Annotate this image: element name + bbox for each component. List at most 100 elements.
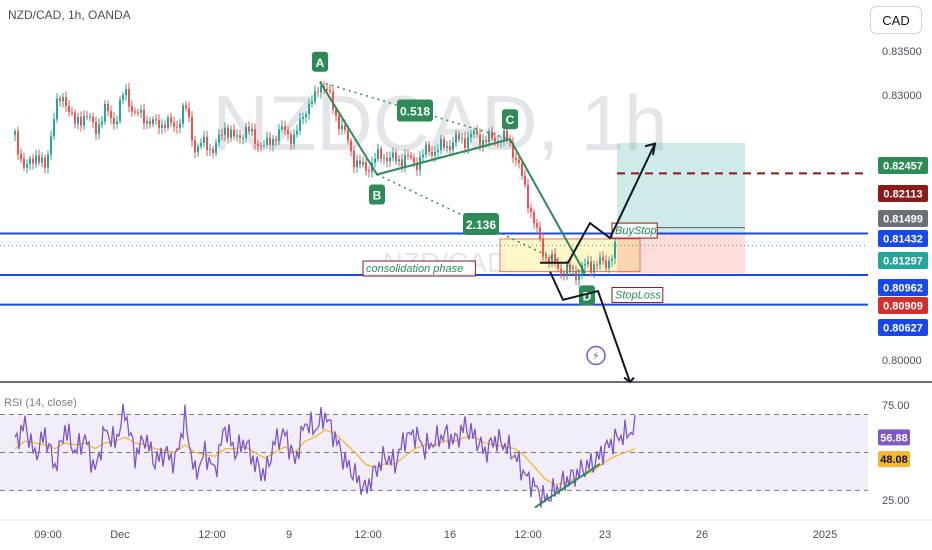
candle-body: [416, 162, 418, 170]
bearish-projection: [549, 271, 631, 383]
candle-body: [482, 139, 484, 146]
price-pane[interactable]: A B C D 0.518 2.136 consolidation phase BuyStop…: [0, 51, 868, 384]
candle-body: [443, 138, 445, 148]
pattern-point-badge: [579, 285, 595, 306]
candle-body: [470, 134, 472, 138]
candle-body: [263, 145, 265, 147]
candle-body: [527, 184, 529, 209]
candle-body: [122, 95, 124, 100]
candle-body: [383, 157, 385, 159]
ratio-label: 2.136: [466, 218, 496, 232]
candle-body: [146, 121, 148, 124]
candle-body: [191, 116, 193, 141]
bullish-arrowhead: [644, 142, 657, 156]
candle-body: [575, 270, 577, 281]
price-tick-label: 0.83500: [882, 46, 922, 58]
candle-body: [65, 97, 67, 106]
candle-body: [434, 151, 436, 156]
candle-body: [125, 89, 127, 96]
candle-body: [566, 264, 568, 275]
candle-body: [215, 142, 217, 154]
candle-body: [302, 117, 304, 119]
candle-body: [47, 154, 49, 168]
candle-body: [242, 137, 244, 139]
candle-body: [23, 159, 25, 168]
candle-body: [56, 98, 58, 120]
candle-body: [59, 98, 61, 102]
candle-body: [179, 123, 181, 128]
candle-body: [110, 111, 112, 119]
candle-body: [182, 105, 184, 124]
rsi-line: [14, 403, 636, 508]
candle-body: [314, 91, 316, 102]
candle-body: [80, 116, 82, 126]
candle-body: [269, 137, 271, 146]
candle-body: [104, 103, 106, 122]
candle-body: [92, 116, 94, 122]
consolidation-label-box: [362, 260, 476, 277]
price-tag-gray: 0.81499: [883, 214, 923, 226]
currency-button[interactable]: CAD: [870, 6, 922, 34]
candle-body: [557, 263, 559, 269]
candle-body: [341, 125, 343, 130]
candle-body: [386, 157, 388, 162]
candle-body: [521, 162, 523, 176]
candle-body: [50, 136, 52, 155]
candle-body: [131, 106, 133, 112]
candle-body: [134, 111, 136, 113]
candle-body: [257, 143, 259, 146]
rsi-tick-label: 75.00: [882, 400, 910, 412]
candle-body: [368, 170, 370, 172]
rsi-trendline: [534, 462, 601, 509]
candle-body: [395, 152, 397, 162]
candle-body: [299, 118, 301, 131]
candle-body: [377, 148, 379, 159]
candle-body: [155, 119, 157, 121]
candle-body: [461, 138, 463, 140]
bullish-projection: [540, 143, 656, 264]
candle-body: [431, 152, 433, 156]
price-tag-bg: [878, 157, 928, 174]
candle-body: [209, 148, 211, 151]
price-tick-label: 0.80000: [882, 355, 922, 367]
candle-body: [32, 158, 34, 164]
candle-body: [95, 121, 97, 134]
candle-body: [266, 137, 268, 146]
candle-body: [404, 155, 406, 167]
rsi-pane[interactable]: RSI (14, close): [0, 397, 868, 509]
target-zone: [617, 142, 745, 234]
candle-body: [329, 90, 331, 92]
price-tag-bg: [878, 297, 928, 314]
candle-body: [572, 270, 574, 272]
time-tick-label: 23: [599, 529, 611, 541]
candle-body: [389, 157, 391, 162]
candle-body: [227, 127, 229, 138]
ratio-label: 0.518: [400, 105, 430, 119]
candle-body: [392, 152, 394, 158]
candle-body: [473, 130, 475, 135]
candle-body: [320, 86, 322, 93]
candle-body: [335, 109, 337, 116]
candle-body: [113, 118, 115, 125]
candle-body: [467, 137, 469, 148]
pattern-point-badge: [502, 109, 518, 130]
candle-body: [212, 148, 214, 154]
watermark-text: NZDCAD, 1h: [212, 79, 667, 167]
candle-body: [554, 253, 556, 264]
candle-body: [278, 129, 280, 141]
candle-body: [194, 140, 196, 153]
candle-body: [83, 116, 85, 126]
candle-body: [38, 155, 40, 163]
candle-body: [218, 134, 220, 143]
candle-body: [206, 136, 208, 151]
candle-body: [356, 160, 358, 168]
candle-body: [512, 142, 514, 158]
price-tag-bg: [878, 279, 928, 296]
price-tag-bg: [878, 230, 928, 247]
candle-body: [158, 120, 160, 128]
candle-body: [101, 121, 103, 125]
candle-body: [611, 258, 613, 261]
candle-body: [245, 126, 247, 138]
candle-body: [338, 115, 340, 130]
